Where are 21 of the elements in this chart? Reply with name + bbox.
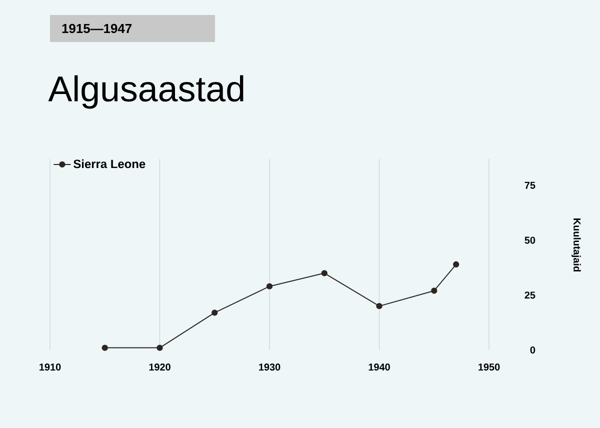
point <box>452 261 460 268</box>
chart-title: Algusaastad <box>48 75 244 109</box>
x-tick-label: 1950 <box>478 364 500 371</box>
y-tick-label: 75 <box>524 182 536 189</box>
point <box>266 283 273 290</box>
y-axis-title: Kuulutajaid <box>572 218 581 272</box>
point <box>212 310 218 316</box>
y-tick-label: 50 <box>524 236 536 244</box>
point <box>431 288 438 294</box>
x-tick-label: 1930 <box>259 364 280 371</box>
point <box>102 344 108 351</box>
point <box>156 344 163 351</box>
chart-subtitle: 1915—1947 <box>62 24 132 34</box>
y-tick-label: 0 <box>530 346 536 354</box>
x-tick-label: 1910 <box>40 364 61 371</box>
point <box>321 270 328 276</box>
x-tick-label: 1940 <box>368 364 390 371</box>
point <box>376 303 382 310</box>
legend-label: Sierra Leone <box>74 159 146 168</box>
x-tick-label: 1920 <box>149 364 170 371</box>
y-tick-label: 25 <box>524 292 536 299</box>
